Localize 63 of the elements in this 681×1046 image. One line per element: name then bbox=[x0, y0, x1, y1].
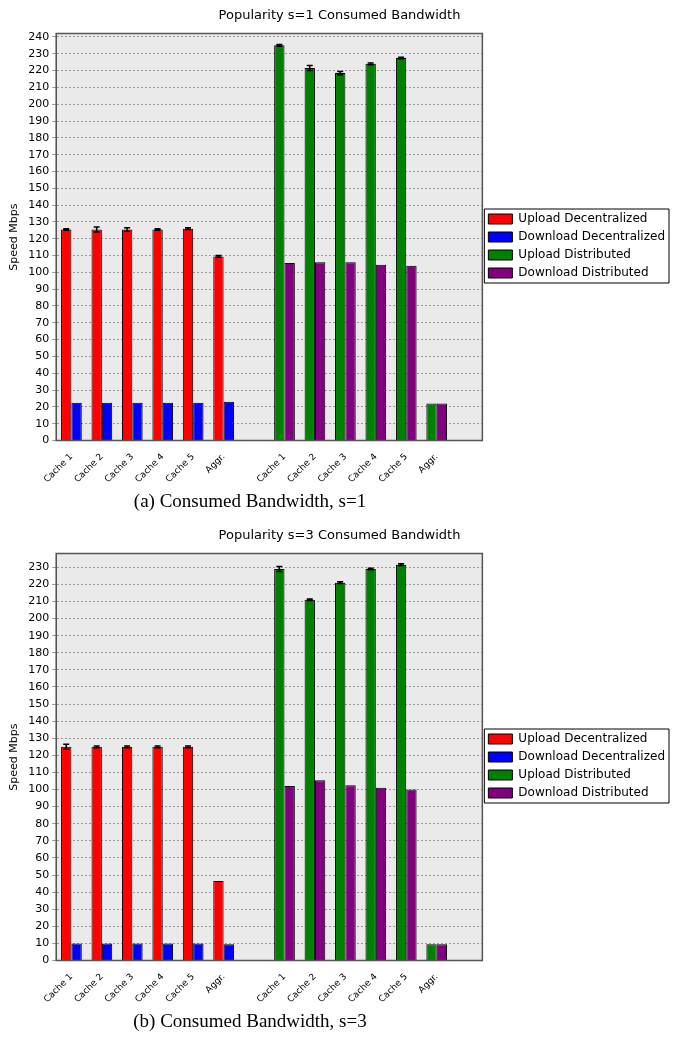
y-tick-label: 120 bbox=[28, 231, 50, 245]
y-tick-label: 230 bbox=[28, 46, 50, 60]
legend-label: Download Decentralized bbox=[518, 749, 666, 764]
y-tick-label: 180 bbox=[28, 130, 50, 144]
y-tick-label: 50 bbox=[35, 349, 50, 363]
y-tick-label: 200 bbox=[28, 97, 50, 111]
y-tick-label: 210 bbox=[28, 594, 50, 608]
y-tick-label: 60 bbox=[35, 332, 50, 346]
y-tick-label: 70 bbox=[35, 315, 50, 329]
y-tick-label: 110 bbox=[28, 248, 50, 262]
y-tick-label: 90 bbox=[35, 282, 50, 296]
chart-title: Popularity s=1 Consumed Bandwidth bbox=[218, 7, 461, 23]
legend-label: Download Decentralized bbox=[518, 229, 666, 244]
y-tick-label: 90 bbox=[35, 799, 50, 813]
y-tick-label: 240 bbox=[28, 29, 50, 43]
y-tick-label: 80 bbox=[35, 816, 50, 830]
y-tick-label: 20 bbox=[35, 919, 50, 933]
legend-label: Download Distributed bbox=[518, 265, 649, 280]
legend-label: Download Distributed bbox=[518, 785, 649, 800]
y-tick-label: 10 bbox=[35, 416, 50, 430]
y-tick-label: 170 bbox=[28, 147, 50, 161]
y-tick-label: 40 bbox=[35, 366, 50, 380]
y-tick-label: 70 bbox=[35, 833, 50, 847]
text: (b) Consumed Bandwidth, s=3 bbox=[132, 1010, 368, 1032]
y-tick-label: 140 bbox=[28, 714, 50, 728]
y-tick-label: 230 bbox=[28, 560, 50, 574]
y-tick-label: 160 bbox=[28, 164, 50, 178]
y-axis-title: Speed Mbps bbox=[7, 723, 21, 791]
legend-label: Upload Distributed bbox=[518, 247, 631, 262]
y-tick-label: 110 bbox=[28, 765, 50, 779]
y-tick-label: 30 bbox=[35, 902, 50, 916]
y-tick-label: 100 bbox=[28, 265, 50, 279]
y-tick-label: 190 bbox=[28, 628, 50, 642]
y-tick-label: 130 bbox=[28, 214, 50, 228]
y-tick-label: 0 bbox=[42, 953, 50, 967]
y-tick-label: 220 bbox=[28, 577, 50, 591]
y-tick-label: 20 bbox=[35, 399, 50, 413]
legend-label: Upload Decentralized bbox=[518, 731, 648, 746]
y-tick-label: 150 bbox=[28, 181, 50, 195]
y-tick-label: 210 bbox=[28, 80, 50, 94]
y-tick-label: 170 bbox=[28, 662, 50, 676]
y-tick-label: 50 bbox=[35, 867, 50, 881]
legend-label: Upload Distributed bbox=[518, 767, 631, 782]
y-tick-label: 100 bbox=[28, 782, 50, 796]
text: (a) Consumed Bandwidth, s=1 bbox=[132, 490, 368, 512]
y-tick-label: 150 bbox=[28, 696, 50, 710]
y-tick-label: 130 bbox=[28, 731, 50, 745]
y-tick-label: 220 bbox=[28, 63, 50, 77]
y-tick-label: 180 bbox=[28, 645, 50, 659]
y-tick-label: 200 bbox=[28, 611, 50, 625]
y-tick-label: 60 bbox=[35, 850, 50, 864]
legend-label: Upload Decentralized bbox=[518, 211, 648, 226]
y-tick-label: 10 bbox=[35, 936, 50, 950]
y-tick-label: 30 bbox=[35, 382, 50, 396]
y-tick-label: 140 bbox=[28, 197, 50, 211]
y-tick-label: 160 bbox=[28, 679, 50, 693]
y-tick-label: 80 bbox=[35, 298, 50, 312]
y-tick-label: 120 bbox=[28, 748, 50, 762]
y-axis-title: Speed Mbps bbox=[7, 203, 21, 271]
chart-title: Popularity s=3 Consumed Bandwidth bbox=[218, 527, 461, 543]
y-tick-label: 190 bbox=[28, 113, 50, 127]
y-tick-label: 40 bbox=[35, 884, 50, 898]
y-tick-label: 0 bbox=[42, 433, 50, 447]
